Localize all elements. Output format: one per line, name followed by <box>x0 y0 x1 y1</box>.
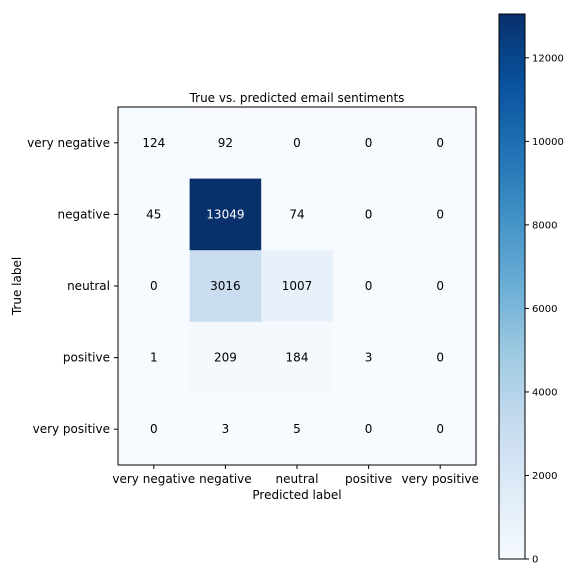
x-tick-label: very negative <box>112 472 195 486</box>
x-axis-label: Predicted label <box>252 488 341 502</box>
heatmap-cell <box>332 250 405 323</box>
heatmap-cell <box>332 107 405 180</box>
heatmap-cell <box>189 321 262 394</box>
heatmap-cell <box>404 178 477 251</box>
colorbar <box>498 13 526 560</box>
cell-value-label: 0 <box>150 279 158 293</box>
heatmap-cell <box>189 178 262 251</box>
heatmap-cell <box>404 107 477 180</box>
cell-value-label: 184 <box>286 351 309 365</box>
heatmap-cell <box>261 250 334 323</box>
colorbar-tick-label: 2000 <box>532 471 557 482</box>
y-axis-label: True label <box>10 257 24 316</box>
cell-value-label: 0 <box>365 136 373 150</box>
colorbar-tick-label: 4000 <box>532 387 557 398</box>
cell-value-label: 0 <box>365 422 373 436</box>
x-tick-label: very positive <box>401 472 478 486</box>
cell-value-label: 0 <box>436 207 444 221</box>
heatmap-cells <box>118 107 477 466</box>
cell-value-label: 3 <box>365 351 373 365</box>
chart-title: True vs. predicted email sentiments <box>189 91 405 105</box>
colorbar-tick-label: 6000 <box>532 304 557 315</box>
heatmap-cell <box>261 107 334 180</box>
heatmap-cell <box>118 107 191 180</box>
heatmap-cell <box>261 321 334 394</box>
x-tick-label: neutral <box>276 472 319 486</box>
heatmap-cell <box>118 178 191 251</box>
heatmap-cell <box>332 178 405 251</box>
cell-value-label: 0 <box>150 422 158 436</box>
cell-value-label: 13049 <box>206 207 244 221</box>
cell-value-label: 74 <box>289 207 304 221</box>
cell-value-label: 1 <box>150 351 158 365</box>
heatmap-cell <box>332 321 405 394</box>
y-tick-label: positive <box>63 351 110 365</box>
colorbar-tick-label: 8000 <box>532 220 557 231</box>
cell-value-label: 0 <box>436 279 444 293</box>
cell-value-label: 5 <box>293 422 301 436</box>
cell-value-label: 124 <box>142 136 165 150</box>
y-tick-label: negative <box>58 207 110 221</box>
y-tick-label: very positive <box>33 422 110 436</box>
colorbar-ticks: 0 2000 4000 6000 8000 10000 12000 <box>525 53 564 566</box>
cell-value-labels: 124 92 0 0 0 45 13049 74 0 0 0 3016 1007 0 0 1 209 184 3 0 0… <box>142 136 444 436</box>
heatmap-cell <box>189 393 262 466</box>
cell-value-label: 92 <box>218 136 233 150</box>
heatmap-cell <box>118 321 191 394</box>
x-tick-label: negative <box>199 472 251 486</box>
colorbar-tick-label: 0 <box>532 555 538 566</box>
colorbar-tick-label: 10000 <box>532 137 564 148</box>
x-axis: very negative negative neutral positive very… <box>112 465 479 486</box>
heatmap-cell <box>261 393 334 466</box>
y-tick-label: neutral <box>67 279 110 293</box>
x-tick-label: positive <box>345 472 392 486</box>
heatmap-cell <box>189 107 262 180</box>
heatmap-cell <box>118 250 191 323</box>
heatmap-cell <box>189 250 262 323</box>
heatmap-cell <box>261 178 334 251</box>
cell-value-label: 45 <box>146 207 161 221</box>
heatmap-cell <box>118 393 191 466</box>
heatmap-cell <box>404 250 477 323</box>
cell-value-label: 0 <box>436 351 444 365</box>
cell-value-label: 0 <box>436 422 444 436</box>
heatmap-cell <box>404 321 477 394</box>
cell-value-label: 3 <box>222 422 230 436</box>
y-tick-label: very negative <box>27 136 110 150</box>
cell-value-label: 0 <box>365 207 373 221</box>
y-axis: very negative negative neutral positive very… <box>27 136 118 436</box>
cell-value-label: 3016 <box>210 279 241 293</box>
cell-value-label: 1007 <box>282 279 313 293</box>
colorbar-tick-label: 12000 <box>532 53 564 64</box>
cell-value-label: 0 <box>365 279 373 293</box>
cell-value-label: 0 <box>293 136 301 150</box>
cell-value-label: 0 <box>436 136 444 150</box>
cell-value-label: 209 <box>214 351 237 365</box>
heatmap-cell <box>332 393 405 466</box>
heatmap-cell <box>404 393 477 466</box>
